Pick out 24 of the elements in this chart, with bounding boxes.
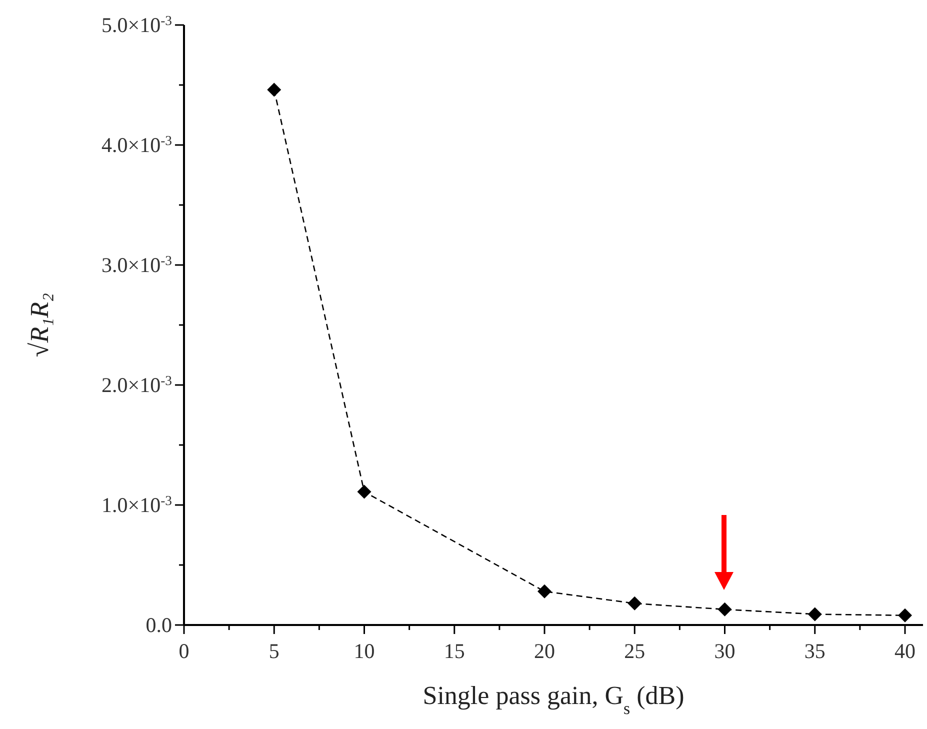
point: [628, 596, 642, 610]
y-tick-label: 1.0×10$^{-3}$: [102, 492, 172, 517]
x-tick-label: 15: [444, 639, 465, 663]
x-axis-title: Single pass gain, G$_{s}$ (dB): [422, 681, 684, 718]
y-tick-label: 3.0×10$^{-3}$: [102, 252, 172, 277]
y-axis-title: √R₁R₂: [25, 292, 54, 358]
x-tick-label: 5: [268, 639, 280, 663]
x-tick-label: 20: [534, 639, 555, 663]
x-tick-label: 35: [804, 639, 826, 663]
x-tick-label: 25: [624, 639, 646, 663]
point: [718, 602, 732, 616]
point: [898, 608, 912, 622]
point: [808, 607, 822, 622]
x-tick-label: 10: [354, 639, 375, 663]
point: [267, 82, 282, 97]
x-tick-label: 0: [178, 639, 190, 663]
y-tick-label: 4.0×10$^{-3}$: [102, 132, 172, 157]
point: [538, 584, 552, 598]
x-tick-label: 40: [894, 639, 916, 663]
y-tick-label: 5.0×10$^{-3}$: [102, 12, 172, 37]
y-tick-label: 0.0: [146, 613, 172, 637]
point: [357, 484, 372, 499]
x-tick-label: 30: [714, 639, 736, 663]
y-tick-label: 2.0×10$^{-3}$: [102, 372, 172, 397]
